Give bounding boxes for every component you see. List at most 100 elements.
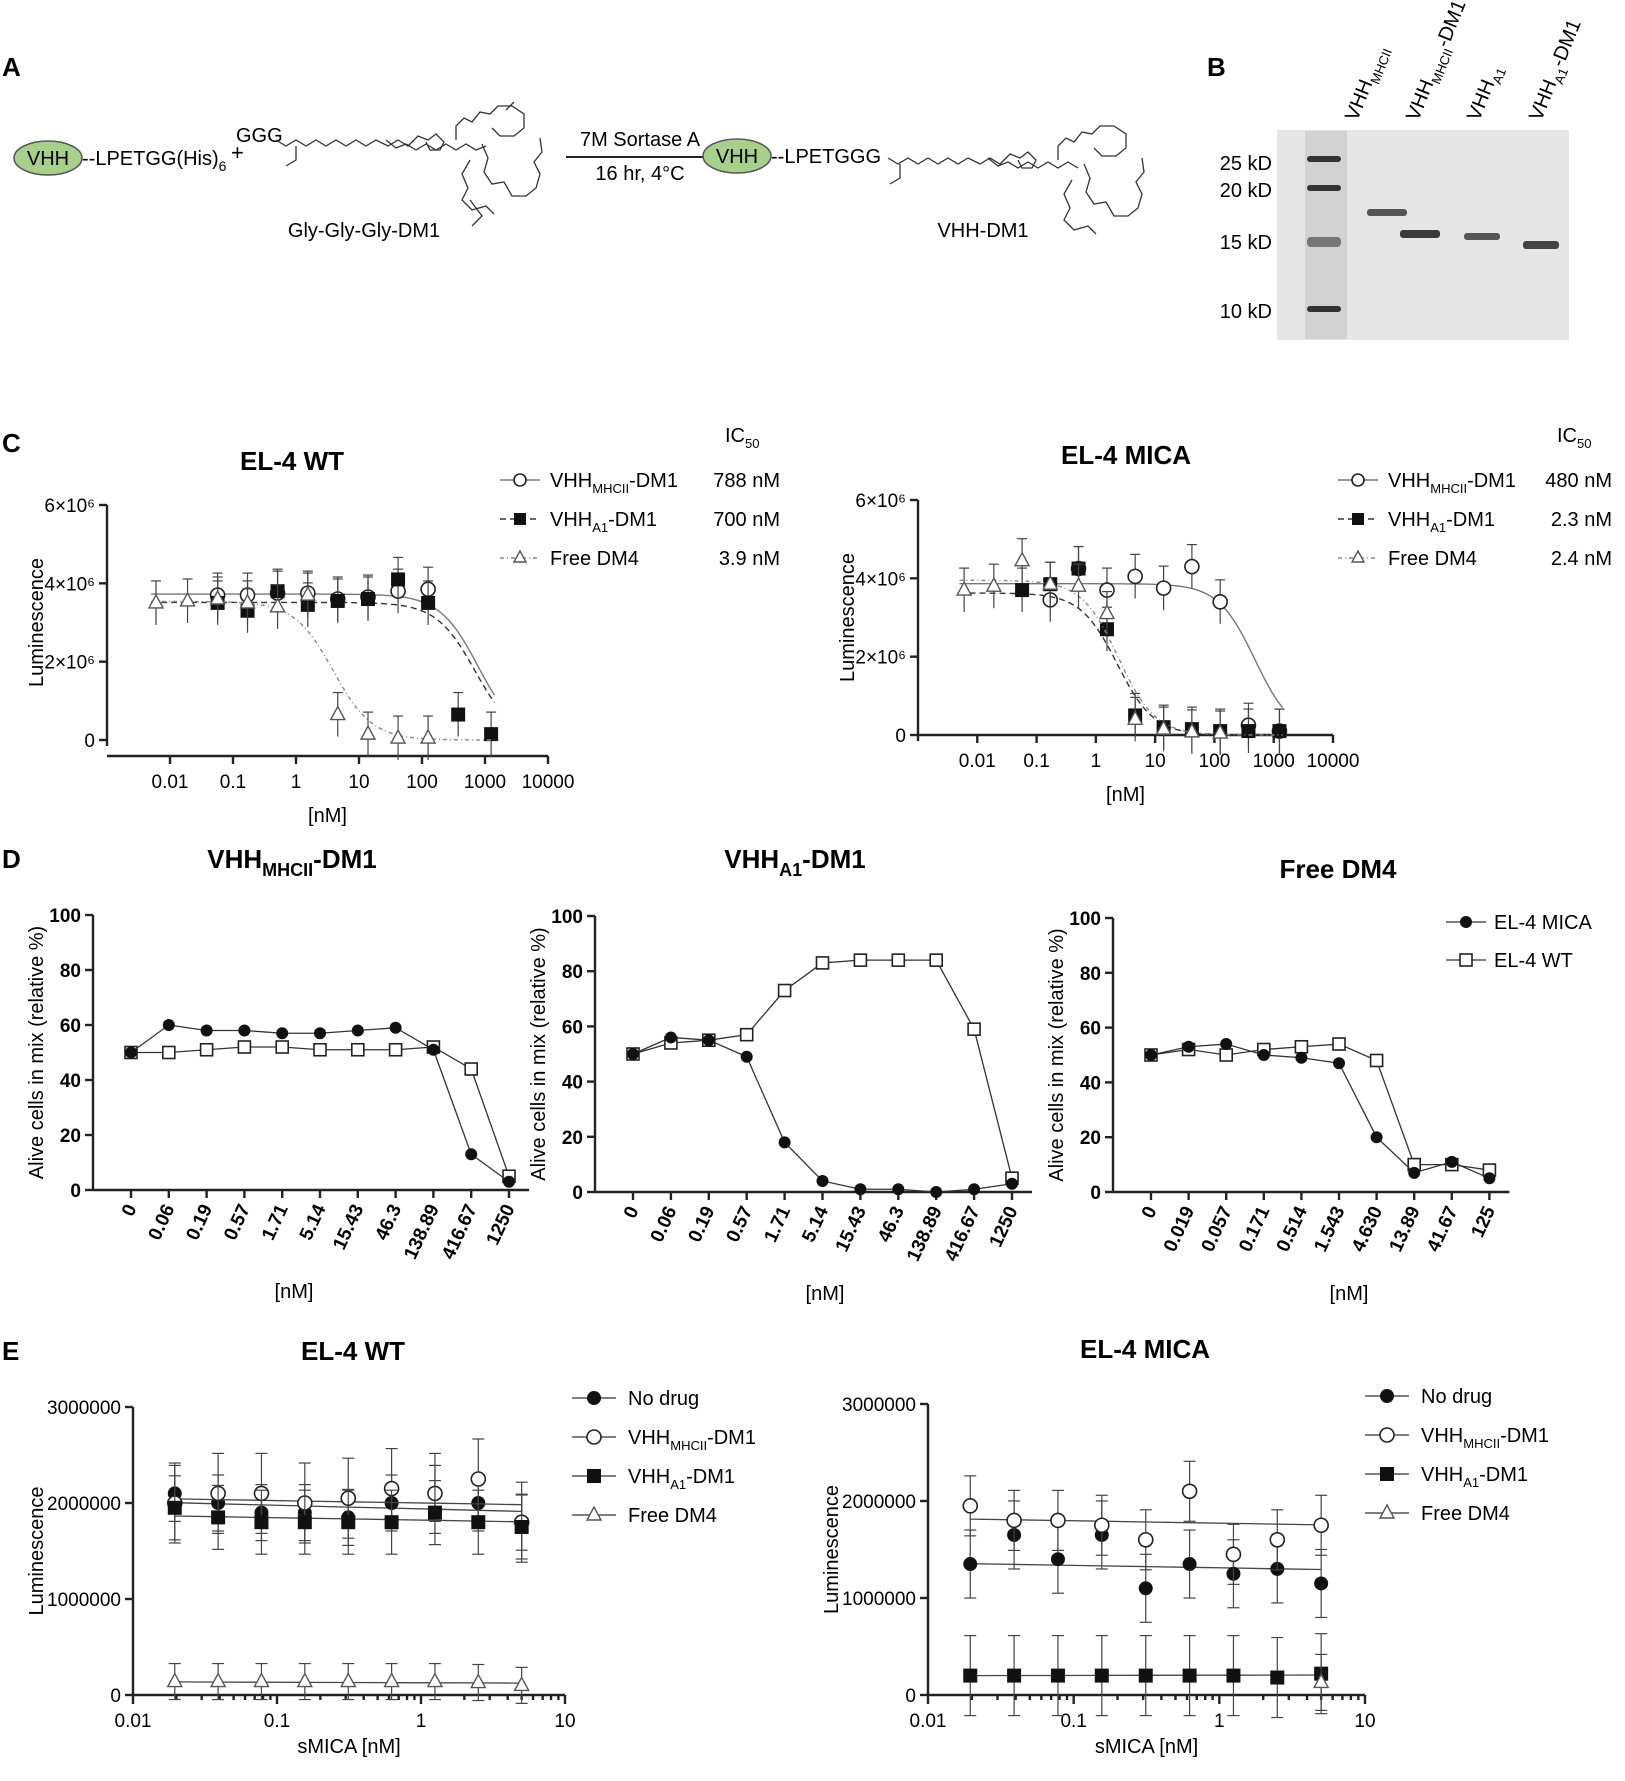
lane-label-4: VHHA1-DM1 — [1525, 16, 1589, 125]
product-label: VHH-DM1 — [937, 220, 1028, 242]
data-point — [963, 1668, 978, 1683]
data-point — [253, 1672, 270, 1688]
legend-label: VHHMHCII-DM1 — [1388, 470, 1516, 496]
series-line — [131, 1046, 510, 1177]
x-axis-label: [nM] — [308, 805, 347, 827]
series-line — [1150, 1043, 1490, 1179]
x-tick-label: 15.43 — [832, 1203, 871, 1255]
marker-label-20: 20 kD — [1220, 180, 1272, 202]
data-point — [451, 707, 466, 722]
x-tick-label: 416.67 — [438, 1201, 482, 1263]
data-point — [929, 953, 944, 967]
data-point — [1015, 583, 1030, 598]
series-line — [632, 959, 1013, 1179]
chart-el4-mica-viability: EL-4 MICA 0 2×10⁶ 4×10⁶ 6×10⁶ 0.01 0.1 1 10 100 10… — [837, 425, 1612, 806]
x-tick-label: 46.3 — [371, 1201, 406, 1243]
y-tick-label: 0 — [70, 1181, 81, 1202]
data-point — [1295, 1051, 1308, 1064]
data-point — [1007, 1668, 1022, 1683]
fit-curve-0 — [959, 583, 1284, 709]
x-axis-label: [nM] — [806, 1283, 845, 1305]
data-point — [1138, 1668, 1153, 1683]
vhh-dm1-structure — [887, 125, 1145, 235]
data-point — [1313, 1517, 1329, 1534]
data-point — [1050, 1668, 1065, 1683]
y-tick-label: 20 — [562, 1128, 583, 1149]
y-tick-label: 100 — [551, 907, 583, 928]
his-subscript: 6 — [219, 158, 227, 174]
x-tick-label: 0.01 — [910, 1711, 947, 1732]
data-point — [1314, 1576, 1329, 1591]
y-tick-label: 80 — [562, 962, 583, 983]
data-point — [1272, 724, 1287, 739]
marker-label-25: 25 kD — [1220, 153, 1272, 175]
x-tick-label: 0.19 — [685, 1203, 720, 1245]
x-tick-label: 0.019 — [1160, 1203, 1199, 1255]
lane-label-2: VHHMHCII-DM1 — [1402, 0, 1474, 125]
x-tick-label: 0.1 — [1023, 751, 1049, 772]
data-point — [702, 1034, 715, 1047]
data-point — [1370, 1131, 1383, 1144]
x-tick-label: 1000 — [464, 772, 506, 793]
y-tick-label: 2000000 — [47, 1494, 121, 1515]
legend-marker — [513, 473, 527, 487]
x-tick-label: 0.1 — [1060, 1711, 1086, 1732]
data-point — [1184, 558, 1200, 575]
data-point — [464, 1062, 479, 1076]
legend-label: EL-4 MICA — [1494, 912, 1592, 934]
x-tick-label: 1 — [291, 772, 302, 793]
data-point — [239, 593, 256, 609]
data-point — [853, 953, 868, 967]
legend-label: VHHMHCII-DM1 — [628, 1427, 756, 1453]
ggg-dm1-structure — [275, 101, 543, 227]
data-point — [1445, 1155, 1458, 1168]
data-point — [384, 1515, 399, 1530]
y-axis-label: Luminescence — [26, 558, 48, 687]
data-point — [1483, 1172, 1496, 1185]
data-point — [664, 1031, 677, 1044]
marker-label-10: 10 kD — [1220, 301, 1272, 323]
x-tick-label: 0.06 — [647, 1203, 682, 1245]
data-point — [1294, 1039, 1309, 1054]
data-point — [503, 1175, 515, 1188]
x-tick-label: 0 — [620, 1203, 644, 1221]
data-point — [1332, 1037, 1346, 1051]
gel-marker-band-15 — [1307, 237, 1341, 247]
gel-lane-labels: VHHMHCII VHHMHCII-DM1 VHHA1 VHHA1-DM1 — [1341, 0, 1589, 126]
data-point — [778, 1136, 791, 1149]
legend-marker — [1460, 916, 1472, 928]
lane-label-3: VHHA1 — [1463, 62, 1509, 126]
data-point — [1013, 551, 1031, 567]
y-tick-label: 40 — [1080, 1073, 1101, 1094]
data-point — [1050, 1512, 1066, 1529]
data-point — [297, 1515, 312, 1530]
data-point — [967, 1022, 981, 1036]
data-point — [341, 1515, 356, 1530]
gel-marker-labels: 25 kD 20 kD 15 kD 10 kD — [1220, 153, 1272, 323]
y-tick-label: 1000000 — [842, 1589, 916, 1610]
data-point — [892, 1183, 905, 1196]
data-point — [237, 1040, 252, 1054]
legend-marker — [1378, 1503, 1396, 1519]
data-point — [330, 593, 345, 608]
x-tick-label: 0.01 — [152, 772, 189, 793]
legend-marker — [587, 1391, 601, 1405]
y-tick-label: 80 — [60, 961, 81, 982]
data-point — [200, 1024, 213, 1037]
ic50-header: IC50 — [725, 425, 759, 451]
gel-band-vhh-mhcii-dm1 — [1400, 230, 1440, 238]
legend-marker — [1380, 1467, 1394, 1481]
data-point — [1369, 1053, 1384, 1068]
legend-marker — [1380, 1389, 1394, 1403]
chart-title: VHHMHCII-DM1 — [207, 844, 376, 880]
x-tick-label: 10 — [348, 772, 369, 793]
x-tick-label: 5.14 — [798, 1203, 833, 1246]
legend-marker — [587, 1469, 601, 1483]
vhh-label-left: VHH — [27, 148, 69, 170]
legend-marker — [1352, 513, 1364, 525]
data-point — [162, 1019, 175, 1031]
y-axis-label: Alive cells in mix (relative %) — [26, 926, 48, 1179]
x-tick-label: 416.67 — [941, 1203, 985, 1265]
x-tick-label: 1250 — [986, 1203, 1023, 1250]
